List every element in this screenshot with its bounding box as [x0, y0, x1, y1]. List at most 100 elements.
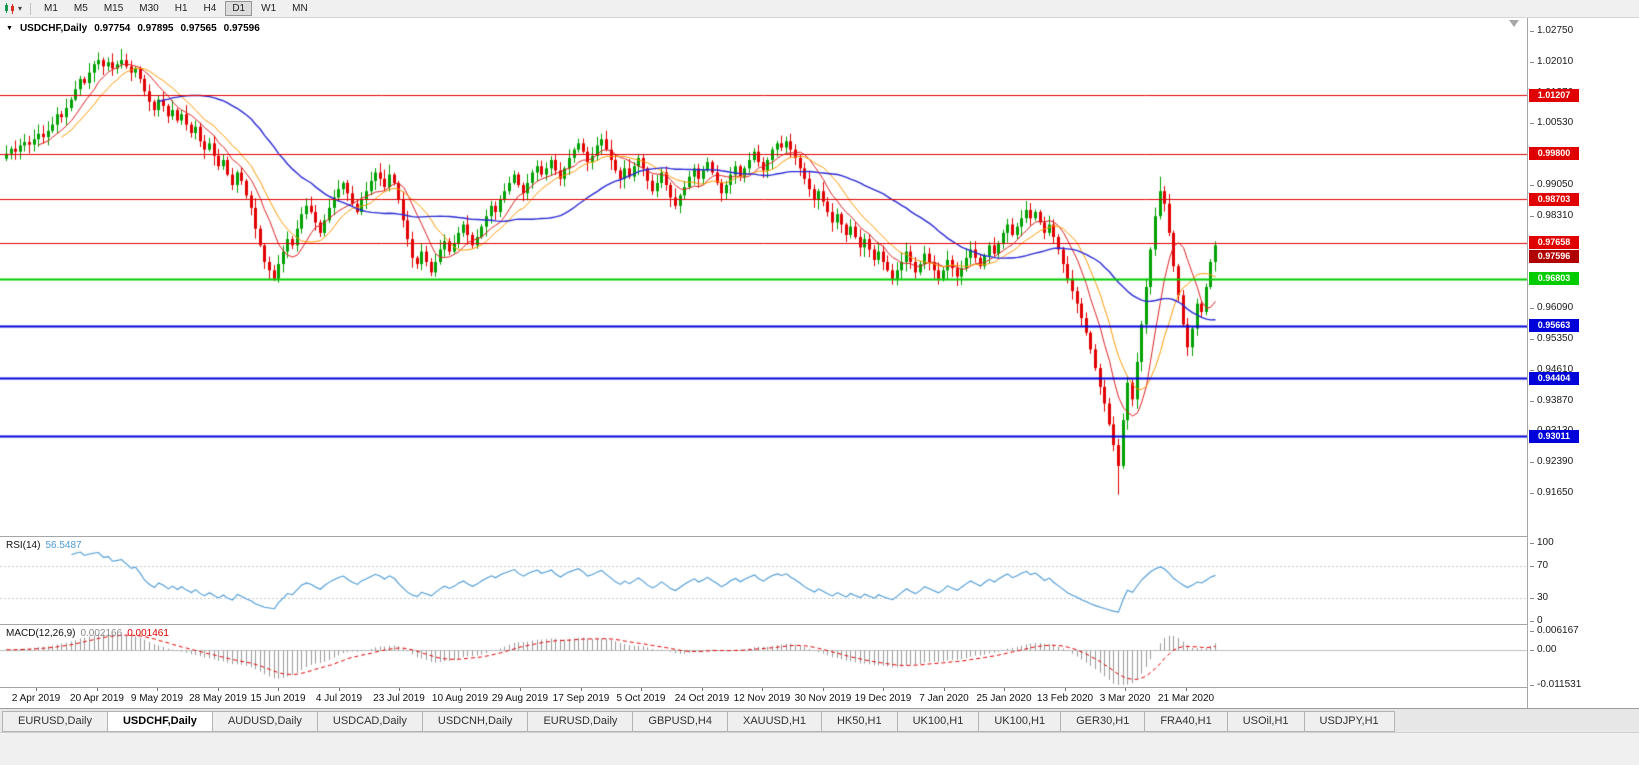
timeframe-button-m1[interactable]: M1 — [44, 3, 58, 14]
chart-tab-13-usoil-h1[interactable]: USOil,H1 — [1227, 711, 1305, 732]
macd-axis-label: 0.006167 — [1530, 625, 1579, 637]
time-tick — [702, 688, 703, 691]
rsi-value: 56.5487 — [45, 540, 82, 551]
level-price-label: 1.01207 — [1529, 88, 1579, 102]
chart-tab-14-usdjpy-h1[interactable]: USDJPY,H1 — [1304, 711, 1395, 732]
level-price-label: 0.99800 — [1529, 147, 1579, 161]
time-tick-label: 3 Mar 2020 — [1099, 693, 1151, 704]
panel-separator[interactable] — [0, 687, 1639, 688]
timeframe-button-m15[interactable]: M15 — [103, 3, 124, 14]
chart-shift-marker[interactable] — [1509, 20, 1519, 27]
time-tick — [218, 688, 219, 691]
chart-tab-8-hk50-h1[interactable]: HK50,H1 — [821, 711, 898, 732]
chart-tabs: EURUSD,Daily USDCHF,Daily AUDUSD,Daily USDC… — [0, 709, 1395, 732]
price-tick-label: 0.91650 — [1530, 487, 1573, 499]
time-tick-label: 20 Apr 2019 — [70, 693, 124, 704]
price-chart-canvas[interactable] — [0, 18, 1527, 536]
time-tick — [641, 688, 642, 691]
timeframe-button-m5[interactable]: M5 — [73, 3, 88, 14]
time-tick-label: 25 Jan 2020 — [976, 693, 1032, 704]
timeframe-button-m30[interactable]: M30 — [139, 3, 159, 14]
time-tick — [1186, 688, 1187, 691]
time-axis[interactable]: 2 Apr 2019 20 Apr 2019 9 May 2019 28 May 20… — [0, 688, 1527, 708]
ohlc-close: 0.97596 — [223, 23, 260, 34]
timeframes-toolbar: ▾ M1 M5 M15 M30 H1 H4 D1 W1 MN — [0, 0, 1639, 18]
time-tick — [944, 688, 945, 691]
level-price-label: 0.97658 — [1529, 236, 1579, 250]
time-tick — [823, 688, 824, 691]
timeframe-button-w1[interactable]: W1 — [261, 3, 277, 14]
price-tick-label: 1.02750 — [1530, 25, 1573, 37]
time-tick-label: 28 May 2019 — [189, 693, 247, 704]
chart-tab-10-uk100-h1[interactable]: UK100,H1 — [979, 711, 1062, 732]
candlestick-chart-icon[interactable] — [4, 3, 17, 14]
price-tick-label: 0.93870 — [1530, 395, 1573, 407]
level-price-label: 0.94404 — [1529, 371, 1579, 385]
time-tick-label: 10 Aug 2019 — [431, 693, 489, 704]
timeframe-button-h1[interactable]: H1 — [174, 3, 188, 14]
price-tick-label: 0.95350 — [1530, 333, 1573, 345]
chart-tab-3-usdcad-daily[interactable]: USDCAD,Daily — [317, 711, 423, 732]
price-tick-label: 0.96090 — [1530, 302, 1573, 314]
panel-separator[interactable] — [0, 624, 1639, 625]
rsi-axis-label: 100 — [1530, 537, 1554, 549]
chart-tab-4-usdcnh-daily[interactable]: USDCNH,Daily — [422, 711, 529, 732]
macd-axis-label: -0.011531 — [1530, 679, 1581, 691]
ohlc-low: 0.97565 — [180, 23, 217, 34]
chart-tab-5-eurusd-daily[interactable]: EURUSD,Daily — [528, 711, 634, 732]
level-price-label: 0.98703 — [1529, 192, 1579, 206]
macd-signal-value: 0.001461 — [127, 628, 169, 639]
level-price-label: 0.96803 — [1529, 272, 1579, 286]
time-tick — [520, 688, 521, 691]
rsi-name: RSI(14) — [6, 540, 41, 551]
time-tick — [1125, 688, 1126, 691]
chart-tab-9-uk100-h1[interactable]: UK100,H1 — [897, 711, 980, 732]
time-tick-label: 30 Nov 2019 — [794, 693, 852, 704]
macd-name: MACD(12,26,9) — [6, 628, 76, 639]
ohlc-high: 0.97895 — [137, 23, 174, 34]
rsi-indicator-canvas[interactable] — [0, 537, 1527, 624]
timeframe-buttons-group: M1 M5 M15 M30 H1 H4 D1 W1 MN — [37, 1, 317, 16]
timeframe-button-mn[interactable]: MN — [292, 3, 308, 14]
time-tick-label: 5 Oct 2019 — [616, 693, 666, 704]
time-tick-label: 2 Apr 2019 — [11, 693, 61, 704]
time-tick — [883, 688, 884, 691]
time-tick-label: 13 Feb 2020 — [1036, 693, 1094, 704]
time-tick-label: 12 Nov 2019 — [733, 693, 791, 704]
price-tick-label: 1.00530 — [1530, 117, 1573, 129]
macd-indicator-canvas[interactable] — [0, 625, 1527, 687]
chart-tab-6-gbpusd-h4[interactable]: GBPUSD,H4 — [633, 711, 728, 732]
chart-tab-1-usdchf-daily[interactable]: USDCHF,Daily — [107, 711, 213, 732]
time-tick-label: 15 Jun 2019 — [250, 693, 306, 704]
time-tick-label: 9 May 2019 — [130, 693, 184, 704]
chart-tab-7-xauusd-h1[interactable]: XAUUSD,H1 — [727, 711, 822, 732]
timeframe-button-d1[interactable]: D1 — [225, 1, 253, 16]
level-price-label: 0.93011 — [1529, 429, 1579, 443]
time-tick — [460, 688, 461, 691]
time-tick-label: 23 Jul 2019 — [373, 693, 425, 704]
macd-axis-label: 0.00 — [1530, 644, 1556, 656]
timeframe-button-h4[interactable]: H4 — [203, 3, 217, 14]
time-tick — [399, 688, 400, 691]
chevron-down-icon[interactable]: ▾ — [18, 4, 23, 13]
chart-tab-2-audusd-daily[interactable]: AUDUSD,Daily — [212, 711, 318, 732]
chart-symbol-period: USDCHF,Daily — [19, 23, 88, 34]
ohlc-open: 0.97754 — [94, 23, 131, 34]
chart-tab-12-fra40-h1[interactable]: FRA40,H1 — [1145, 711, 1228, 732]
time-tick-label: 19 Dec 2019 — [854, 693, 912, 704]
rsi-axis-label: 0 — [1530, 615, 1543, 627]
chart-tab-11-ger30-h1[interactable]: GER30,H1 — [1061, 711, 1146, 732]
time-tick — [1004, 688, 1005, 691]
status-bar — [0, 732, 1639, 765]
time-tick-label: 17 Sep 2019 — [552, 693, 610, 704]
chart-icon: ▼ — [6, 25, 13, 32]
chart-tab-0-eurusd-daily[interactable]: EURUSD,Daily — [2, 711, 108, 732]
chart-title: ▼ USDCHF,Daily 0.97754 0.97895 0.97565 0… — [6, 23, 260, 34]
price-tick-label: 0.92390 — [1530, 456, 1573, 468]
panel-separator[interactable] — [0, 536, 1639, 537]
rsi-indicator-label: RSI(14) 56.5487 — [6, 540, 82, 551]
time-tick — [278, 688, 279, 691]
price-axis[interactable]: 1.027501.020101.012701.005300.997900.990… — [1527, 18, 1639, 708]
time-tick — [97, 688, 98, 691]
time-tick — [762, 688, 763, 691]
